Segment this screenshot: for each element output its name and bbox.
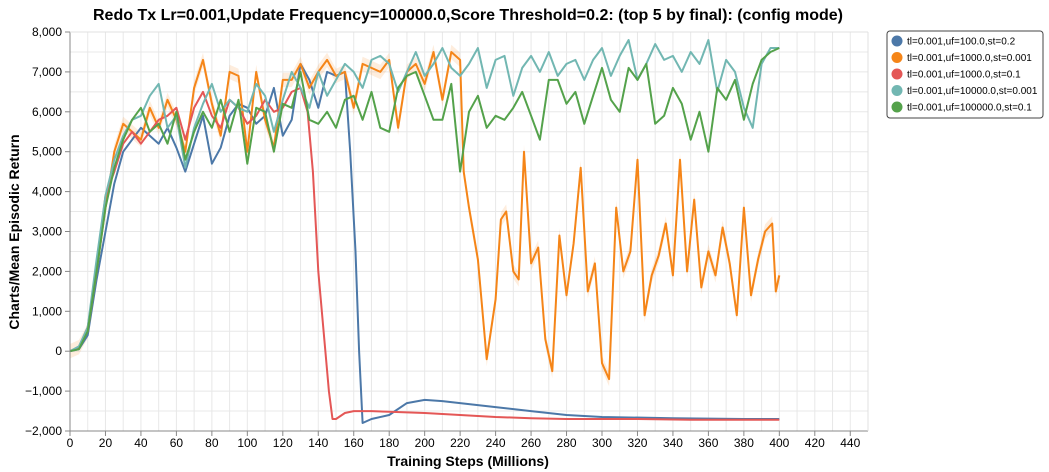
legend-label: tl=0.001,uf=1000.0,st=0.001 <box>907 53 1032 64</box>
y-tick-label: 8,000 <box>32 25 62 39</box>
x-tick-label: 300 <box>592 436 612 450</box>
y-axis-title: Charts/Mean Episodic Return <box>6 134 22 329</box>
x-tick-label: 80 <box>205 436 219 450</box>
legend-swatch <box>891 52 903 63</box>
legend-label: tl=0.001,uf=100.0,st=0.2 <box>907 37 1016 48</box>
x-tick-label: 200 <box>415 436 435 450</box>
x-tick-label: 180 <box>379 436 399 450</box>
grid <box>69 31 869 432</box>
x-axis-title: Training Steps (Millions) <box>387 453 549 469</box>
x-tick-label: 40 <box>134 436 148 450</box>
series-line <box>69 47 780 353</box>
x-tick-label: 140 <box>308 436 328 450</box>
x-tick-label: 220 <box>450 436 470 450</box>
legend-swatch <box>891 68 903 80</box>
series-line <box>69 51 781 381</box>
chart-title: Redo Tx Lr=0.001,Update Frequency=100000… <box>93 7 843 24</box>
y-tick-label: 2,000 <box>32 264 62 278</box>
x-tick-label: 420 <box>805 436 825 450</box>
x-tick-label: 360 <box>698 436 718 450</box>
x-tick-label: 400 <box>769 436 789 450</box>
legend-box <box>886 30 1044 119</box>
x-tick-label: 320 <box>627 436 647 450</box>
legend-label: tl=0.001,uf=100000.0,st=0.1 <box>907 103 1032 114</box>
x-tick-label: 100 <box>237 436 257 450</box>
series-line <box>69 39 780 353</box>
legend-label: tl=0.001,uf=1000.0,st=0.1 <box>907 70 1021 81</box>
legend-swatch <box>891 85 903 96</box>
x-tick-label: 340 <box>663 436 683 450</box>
x-tick-label: 240 <box>486 436 506 450</box>
y-tick-label: 6,000 <box>32 105 62 119</box>
axes: 0 20 40 60 80 100 120 140 160 180 200 220 240 260 280 3… <box>25 25 869 450</box>
y-tick-label: 1,000 <box>32 304 62 318</box>
x-tick-label: 380 <box>734 436 754 450</box>
legend-label: tl=0.001,uf=10000.0,st=0.001 <box>907 86 1038 97</box>
legend: tl=0.001,uf=100.0,st=0.2 tl=0.001,uf=1000… <box>886 30 1044 119</box>
x-tick-label: 260 <box>521 436 541 450</box>
y-tick-label: 4,000 <box>32 185 62 199</box>
y-tick-label: −2,000 <box>25 424 62 438</box>
x-tick-label: 160 <box>344 436 364 450</box>
legend-swatch <box>891 35 903 47</box>
x-tick-label: 0 <box>67 436 74 450</box>
x-tick-label: 440 <box>840 436 860 450</box>
y-tick-label: −1,000 <box>25 384 62 398</box>
series-line <box>69 86 780 421</box>
x-tick-label: 120 <box>273 436 293 450</box>
x-tick-label: 60 <box>170 436 184 450</box>
y-tick-label: 7,000 <box>32 65 62 79</box>
x-tick-label: 20 <box>99 436 113 450</box>
y-tick-label: 3,000 <box>32 225 62 239</box>
x-tick-label: 280 <box>557 436 577 450</box>
y-tick-label: 0 <box>55 344 62 358</box>
legend-swatch <box>891 101 903 113</box>
y-tick-label: 5,000 <box>32 145 62 159</box>
series-lines <box>69 39 781 424</box>
series-line <box>69 62 780 424</box>
